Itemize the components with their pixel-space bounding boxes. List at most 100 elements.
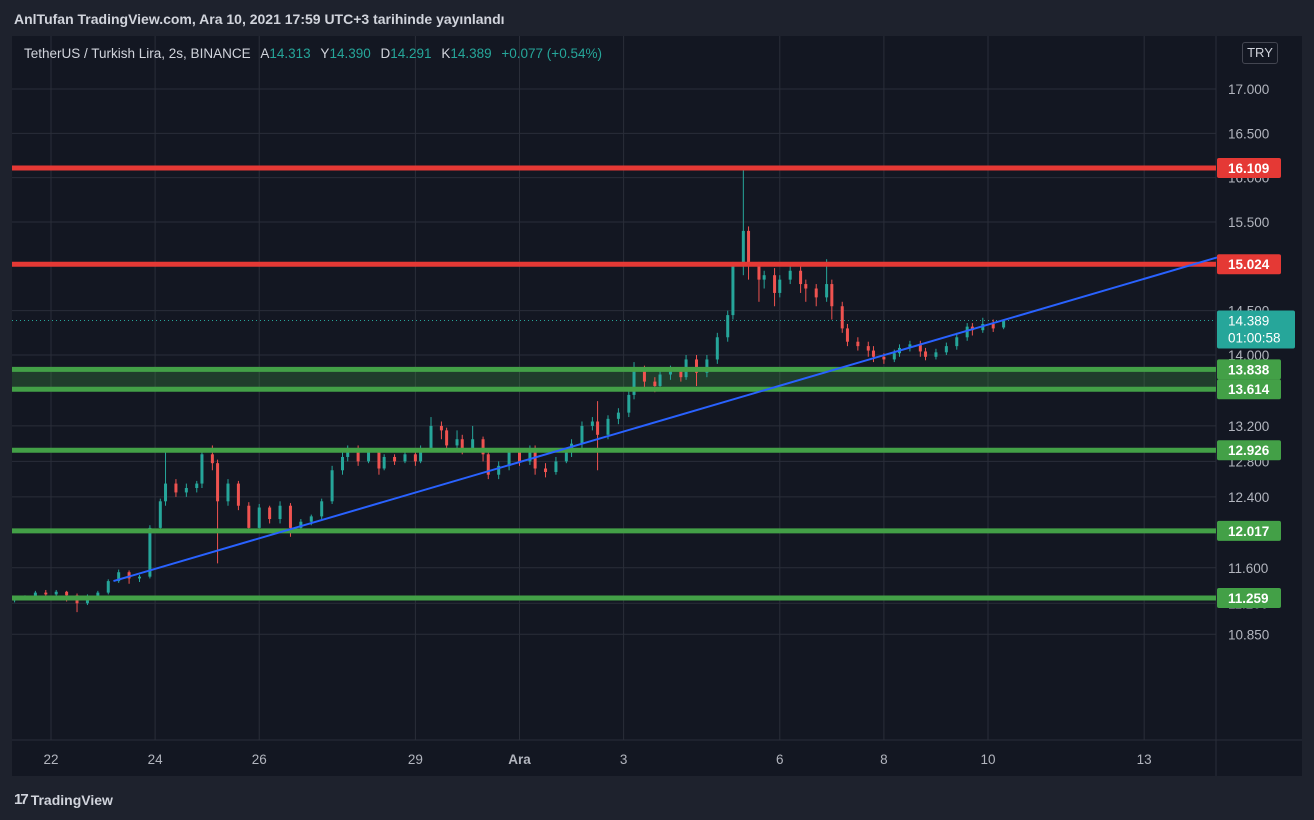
symbol-name[interactable]: TetherUS / Turkish Lira, 2s, BINANCE — [24, 46, 251, 61]
y-tick-label: 17.000 — [1228, 82, 1269, 97]
candle-body — [668, 370, 672, 375]
candle-body — [127, 572, 131, 579]
candle-body — [564, 452, 568, 462]
level-badge — [1217, 588, 1281, 609]
candle-body — [632, 368, 636, 395]
candle-body — [299, 521, 303, 528]
candle-body — [773, 275, 777, 293]
candle-body — [778, 279, 782, 293]
candle-body — [871, 350, 875, 357]
candle-body — [403, 454, 407, 462]
candle-body — [642, 368, 646, 382]
level-badge — [1217, 359, 1281, 380]
candle-body — [991, 323, 995, 329]
x-tick-label: 13 — [1137, 752, 1152, 767]
candle-body — [445, 430, 449, 446]
tradingview-logo[interactable]: 17 TradingView — [14, 791, 113, 808]
candle-body — [528, 448, 532, 462]
candle-body — [288, 505, 292, 528]
y-tick-label: 16.500 — [1228, 126, 1269, 141]
candle-body — [455, 439, 459, 446]
candle-body — [174, 483, 178, 493]
level-label: 16.109 — [1228, 161, 1269, 176]
tradingview-logo-icon: 17 — [14, 791, 29, 808]
candle-body — [653, 381, 657, 387]
candle-body — [460, 439, 464, 451]
candle-body — [804, 284, 808, 289]
candle-body — [413, 454, 417, 462]
candle-body — [955, 337, 959, 347]
candle-body — [393, 456, 397, 462]
candle-body — [757, 266, 761, 280]
candle-body — [882, 356, 886, 360]
x-tick-label: 26 — [252, 752, 267, 767]
candle-body — [924, 351, 928, 357]
candle-body — [892, 353, 896, 360]
candle-body — [184, 488, 188, 493]
candle-body — [200, 454, 204, 484]
candle-body — [726, 315, 730, 338]
candle-body — [377, 450, 381, 469]
candle-body — [518, 450, 521, 462]
candle-body — [106, 581, 110, 593]
candle-body — [799, 270, 803, 285]
low-label: D — [380, 46, 391, 61]
candle-body — [481, 439, 485, 455]
candle-body — [944, 346, 948, 353]
change-value: +0.077 (+0.54%) — [501, 46, 602, 61]
y-tick-label: 11.600 — [1228, 561, 1268, 576]
candle-body — [580, 425, 584, 444]
candle-body — [429, 425, 433, 449]
candle-body — [934, 352, 938, 357]
level-label: 12.017 — [1228, 524, 1269, 539]
candle-body — [158, 501, 162, 528]
trendline — [113, 256, 1218, 583]
candle-body — [137, 576, 141, 579]
candle-body — [330, 470, 334, 502]
candle-body — [117, 572, 121, 582]
footer: 17 TradingView — [0, 776, 1314, 820]
candle-body — [320, 501, 324, 517]
y-tick-label: 15.500 — [1228, 215, 1269, 230]
x-tick-label: 22 — [43, 752, 58, 767]
candle-body — [268, 507, 272, 520]
low-value: 14.291 — [390, 46, 432, 61]
candle-body — [471, 439, 475, 451]
candle-body — [278, 505, 282, 520]
candle-body — [825, 284, 829, 298]
candle-body — [236, 483, 240, 506]
candle-body — [908, 344, 912, 348]
tradingview-brand: TradingView — [30, 791, 113, 808]
level-badge — [1217, 254, 1281, 275]
high-label: Y — [320, 46, 330, 61]
candle-body — [866, 346, 870, 351]
open-label: A — [260, 46, 270, 61]
x-tick-label: Ara — [508, 752, 531, 767]
y-tick-label: 14.000 — [1228, 348, 1269, 363]
candle-body — [226, 483, 230, 502]
price-chart[interactable]: 17.00016.50016.00015.50014.50014.00013.2… — [0, 0, 1314, 776]
countdown-label: 01:00:58 — [1228, 331, 1281, 346]
x-tick-label: 24 — [148, 752, 164, 767]
candle-body — [341, 456, 345, 471]
candle-body — [694, 359, 698, 373]
candle-body — [731, 266, 735, 316]
candle-body — [54, 591, 58, 595]
candle-body — [788, 270, 792, 280]
candle-body — [257, 507, 261, 528]
last-price-label: 14.389 — [1228, 314, 1269, 329]
y-tick-label: 10.850 — [1228, 627, 1269, 642]
candle-body — [627, 394, 631, 413]
level-badge — [1217, 379, 1281, 400]
chart-frame[interactable] — [12, 36, 1302, 776]
candle-body — [762, 275, 766, 280]
candle-body — [830, 284, 834, 307]
currency-button[interactable]: TRY — [1242, 42, 1278, 64]
candle-body — [965, 326, 969, 338]
x-tick-label: 8 — [880, 752, 888, 767]
candle-body — [544, 468, 548, 473]
level-badge — [1217, 158, 1281, 179]
candle-body — [216, 463, 220, 502]
open-value: 14.313 — [269, 46, 311, 61]
high-value: 14.390 — [329, 46, 371, 61]
